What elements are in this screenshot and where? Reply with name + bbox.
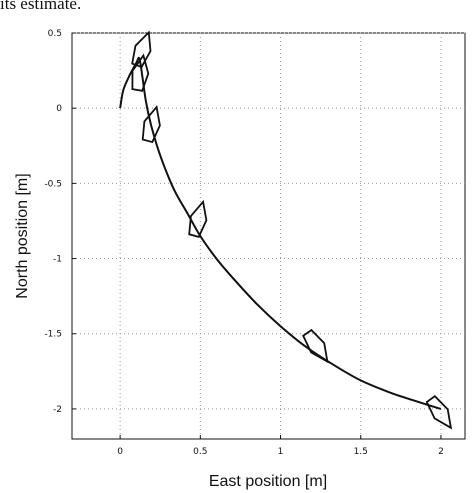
vessel-pose-marker (131, 53, 150, 92)
axis-ticks: 0 0.5 1 1.5 2 0.5 0 -0.5 -1 -1.5 -2 (44, 29, 443, 457)
caption-fragment: its estimate. (0, 0, 82, 13)
vessel-pose-marker (141, 104, 161, 144)
vessel-pose-marker (188, 199, 208, 238)
x-tick-label: 1 (278, 447, 284, 457)
y-tick-label: 0.5 (48, 29, 62, 39)
x-tick-label: 2 (438, 447, 444, 457)
vessel-poses (131, 30, 453, 430)
y-tick-label: -2 (53, 405, 62, 415)
x-axis-title: East position [m] (209, 473, 327, 490)
x-tick-label: 0 (117, 447, 123, 457)
grid-lines (72, 32, 465, 439)
x-tick-label: 0.5 (193, 447, 207, 457)
y-tick-label: -0.5 (44, 179, 62, 189)
y-tick-label: -1.5 (44, 330, 62, 340)
vessel-pose-marker (425, 395, 453, 430)
plot-frame (71, 32, 466, 440)
vessel-pose-marker (302, 328, 329, 364)
y-axis-title: North position [m] (14, 173, 31, 298)
vessel-pose-marker (131, 30, 152, 69)
trajectory-line (119, 56, 442, 410)
x-tick-label: 1.5 (354, 447, 368, 457)
y-tick-label: -1 (53, 255, 62, 265)
y-tick-label: 0 (56, 104, 62, 114)
